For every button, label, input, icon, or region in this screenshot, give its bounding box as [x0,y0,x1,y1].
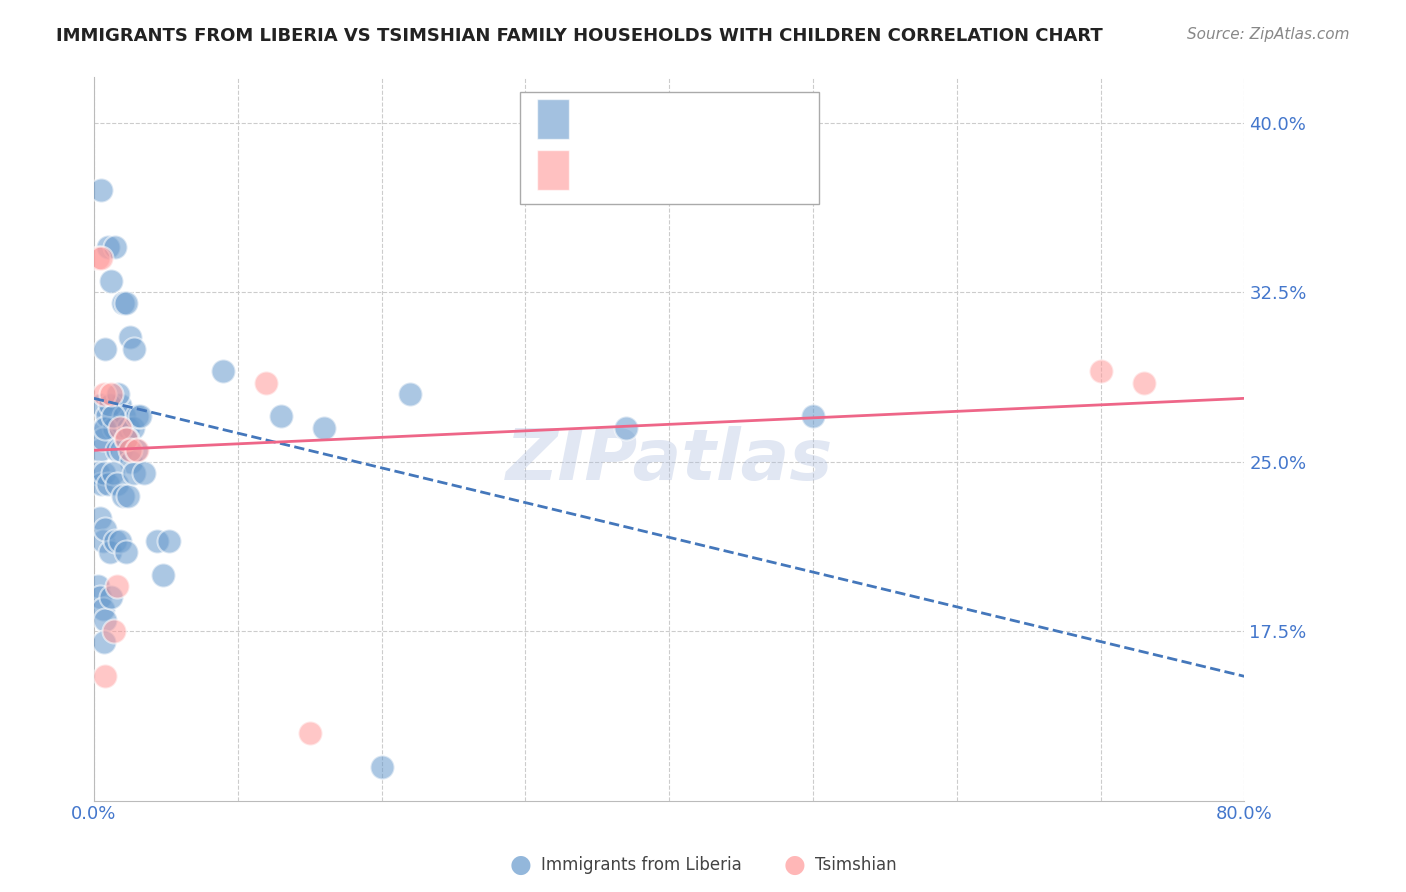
Point [108,398,131,412]
Point [90,398,112,412]
Point [124,443,146,458]
Point [152,567,174,582]
Point [100,387,122,401]
Point [87,466,110,480]
Point [1132,376,1154,390]
Point [114,432,136,446]
Point [399,387,422,401]
Point [370,760,392,774]
Point [91,533,114,548]
Point [312,421,335,435]
Point [157,533,180,548]
Point [98,398,121,412]
Point [91,432,114,446]
Point [118,443,141,458]
Text: ●: ● [509,854,531,877]
Text: Source: ZipAtlas.com: Source: ZipAtlas.com [1187,27,1350,42]
Point [89,511,111,525]
Point [134,466,156,480]
Text: N =: N = [686,159,723,177]
Point [107,387,129,401]
Point [801,409,824,424]
Text: R =: R = [583,108,619,126]
Point [87,252,110,266]
Point [104,533,127,548]
Point [1090,364,1112,378]
Point [94,669,117,683]
Text: 0.145: 0.145 [617,159,669,177]
Point [614,421,637,435]
Point [91,601,114,615]
Text: IMMIGRANTS FROM LIBERIA VS TSIMSHIAN FAMILY HOUSEHOLDS WITH CHILDREN CORRELATION: IMMIGRANTS FROM LIBERIA VS TSIMSHIAN FAM… [56,27,1102,45]
Text: 15: 15 [721,159,744,177]
Point [93,421,115,435]
Bar [537,99,569,139]
Point [125,443,148,458]
Point [111,296,134,310]
Point [101,409,124,424]
Point [90,252,112,266]
Point [111,489,134,503]
Point [93,387,115,401]
Point [122,342,145,356]
Text: Tsimshian: Tsimshian [815,856,897,874]
Point [114,296,136,310]
Text: -0.106: -0.106 [617,108,676,126]
Point [96,409,118,424]
Point [212,364,235,378]
Point [94,613,117,627]
Point [93,635,115,649]
Point [114,545,136,559]
Point [98,545,121,559]
Point [129,409,152,424]
Text: N =: N = [686,108,723,126]
Text: R =: R = [583,159,619,177]
Point [105,477,128,491]
Point [122,466,145,480]
Point [105,443,128,458]
Point [115,432,138,446]
Point [100,274,122,288]
Point [87,579,110,593]
Point [120,455,142,469]
Text: 63: 63 [721,108,744,126]
Point [94,421,117,435]
Point [256,376,278,390]
Point [94,523,117,537]
Point [93,466,115,480]
Point [108,533,131,548]
Point [97,240,120,254]
Point [103,624,125,639]
Text: ZIPatlas: ZIPatlas [506,426,832,495]
Point [105,579,128,593]
Text: Immigrants from Liberia: Immigrants from Liberia [541,856,742,874]
Point [112,409,135,424]
Point [117,489,139,503]
Point [94,342,117,356]
Point [103,421,125,435]
Point [97,477,120,491]
Point [270,409,292,424]
Point [90,183,112,197]
Point [146,533,169,548]
Bar [537,150,569,189]
Point [108,421,131,435]
Point [101,466,124,480]
Point [125,409,148,424]
Point [110,443,132,458]
Point [104,240,127,254]
Point [121,421,143,435]
Point [89,591,111,605]
Point [100,591,122,605]
Point [89,443,111,458]
Point [117,421,139,435]
Point [90,477,112,491]
Text: ●: ● [783,854,806,877]
Point [298,726,321,740]
Bar [520,92,818,204]
Point [118,330,141,344]
